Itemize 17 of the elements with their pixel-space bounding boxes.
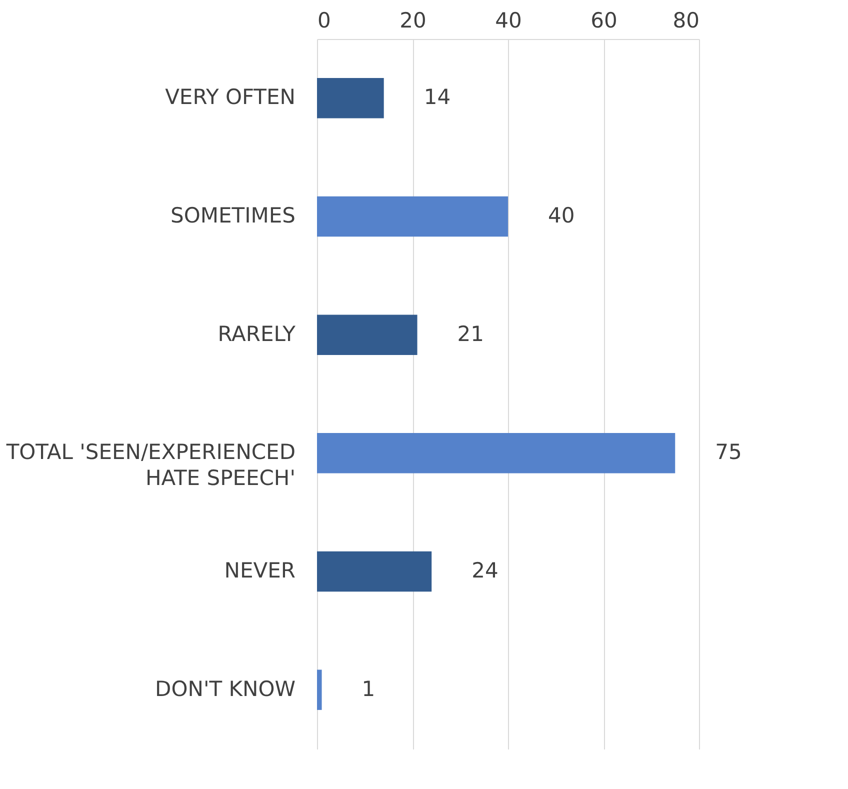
- data-label: 14: [424, 85, 451, 110]
- data-label: 24: [472, 558, 498, 582]
- y-tick-label: SOMETIMES: [170, 204, 296, 228]
- y-tick-label: RARELY: [218, 322, 296, 346]
- data-label: 21: [457, 322, 484, 346]
- y-tick-label: NEVER: [224, 558, 296, 582]
- x-tick-label: 20: [400, 8, 426, 32]
- data-label: 1: [362, 676, 376, 701]
- y-tick-label: TOTAL 'SEEN/EXPERIENCED HATE SPEECH': [5, 440, 296, 490]
- data-label: 40: [548, 204, 575, 228]
- data-label: 75: [715, 440, 742, 464]
- x-tick-label: 0: [318, 8, 331, 32]
- x-tick-label: 40: [495, 8, 522, 32]
- x-tick-label: 80: [672, 8, 700, 32]
- y-tick-label: VERY OFTEN: [165, 85, 296, 110]
- x-tick-label: 60: [590, 8, 618, 32]
- y-tick-label: DON'T KNOW: [155, 676, 296, 701]
